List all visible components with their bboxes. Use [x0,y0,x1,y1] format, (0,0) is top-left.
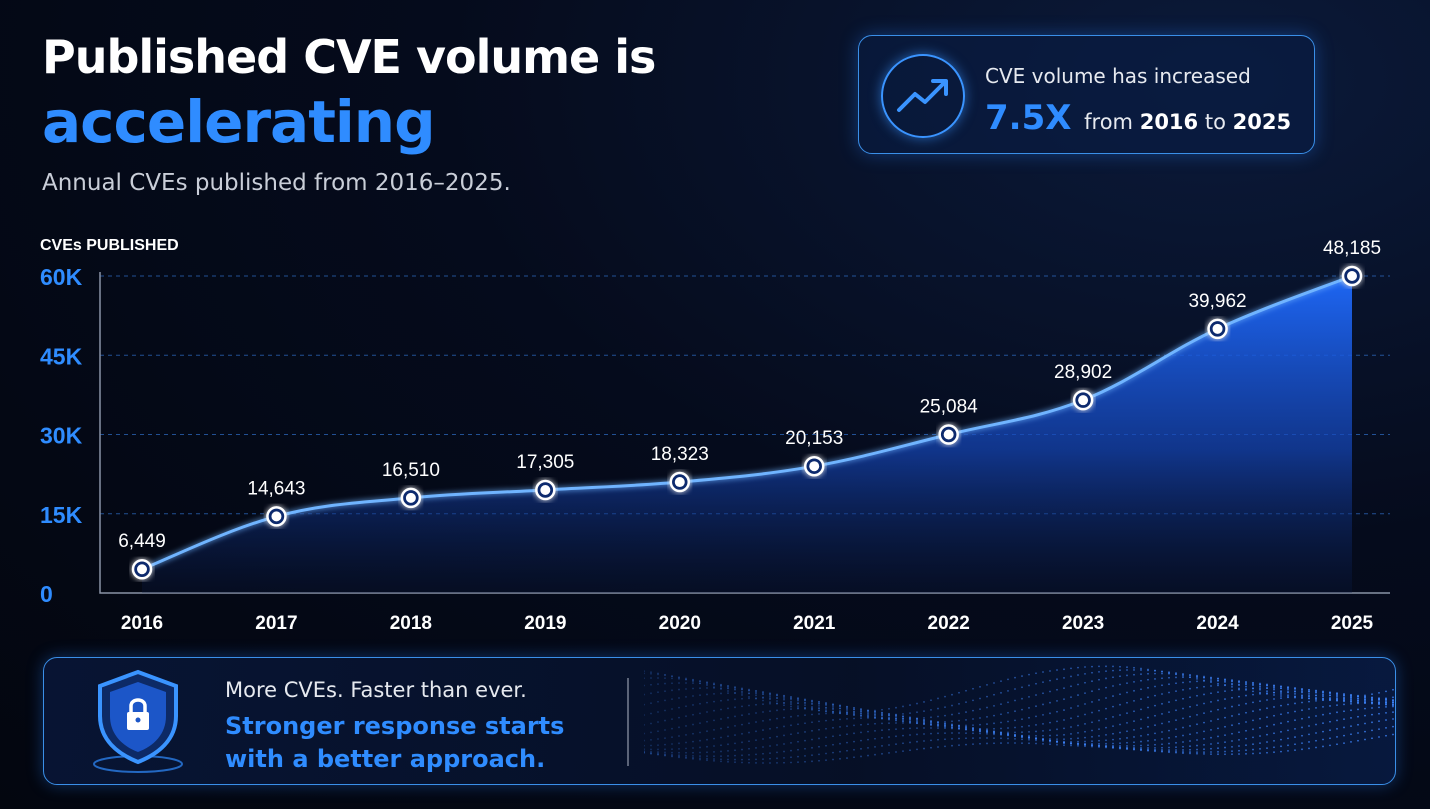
x-tick-label: 2023 [1062,613,1104,634]
page-title-line1: Published CVE volume is [42,30,656,84]
footer-line2b: with a better approach. [225,745,546,773]
stat-start-year: 2016 [1139,110,1199,134]
stat-value-line: 7.5X from 2016 to 2025 [985,98,1291,138]
data-label: 14,643 [247,478,305,499]
data-label: 25,084 [920,397,979,418]
stat-caption: CVE volume has increased [985,64,1251,88]
data-label: 20,153 [785,428,843,449]
y-tick-label: 45K [40,343,83,369]
x-tick-label: 2020 [659,613,701,634]
x-tick-label: 2018 [390,613,432,634]
footer-line1: More CVEs. Faster than ever. [225,678,527,702]
stat-multiplier: 7.5X [985,98,1072,138]
data-point-core [809,461,820,472]
y-tick-label: 15K [40,502,83,528]
x-tick-label: 2025 [1331,613,1374,634]
decorative-waves [644,665,1394,764]
y-tick-label: 60K [40,264,83,290]
x-tick-label: 2019 [524,613,566,634]
y-tick-label: 30K [40,423,83,449]
shield-lock-icon [93,669,183,773]
data-label: 39,962 [1188,291,1246,312]
data-label: 6,449 [118,531,166,552]
data-point-core [1078,395,1089,406]
data-point-core [943,429,954,440]
series-line [141,274,1353,571]
footer-divider [627,678,629,766]
footer-banner: More CVEs. Faster than ever. Stronger re… [43,657,1396,785]
area-fill [142,276,1352,593]
cve-area-chart: CVEs PUBLISHED 0 15K 30K 45K 60K 6,449 2016 14… [40,237,1390,634]
stat-to-text: to [1204,110,1226,134]
data-point-core [1212,323,1223,334]
data-point-core [137,564,147,575]
data-point-core [1347,271,1357,281]
page-subtitle: Annual CVEs published from 2016–2025. [42,170,511,196]
x-tick-label: 2017 [255,613,297,634]
data-label: 17,305 [516,452,574,473]
data-label: 48,185 [1323,238,1381,259]
trending-up-icon [881,54,965,138]
footer-line2a: Stronger response starts [225,712,565,740]
data-label: 16,510 [382,460,440,481]
y-tick-label: 0 [40,581,53,607]
data-label: 18,323 [651,444,709,465]
data-label: 28,902 [1054,362,1112,383]
stat-callout: CVE volume has increased 7.5X from 2016 … [858,35,1315,154]
x-tick-label: 2016 [121,613,163,634]
stat-from-text: from [1084,110,1134,134]
data-point-core [674,477,685,488]
page-title-line2: accelerating [42,88,436,156]
data-point-core [271,511,282,522]
x-tick-label: 2021 [793,613,836,634]
y-axis-title: CVEs PUBLISHED [40,237,179,254]
x-tick-label: 2022 [928,613,970,634]
data-point-core [405,492,416,503]
footer-line2: Stronger response starts with a better a… [225,710,564,776]
stat-end-year: 2025 [1232,110,1292,134]
x-tick-label: 2024 [1196,613,1239,634]
data-point-core [540,484,551,495]
